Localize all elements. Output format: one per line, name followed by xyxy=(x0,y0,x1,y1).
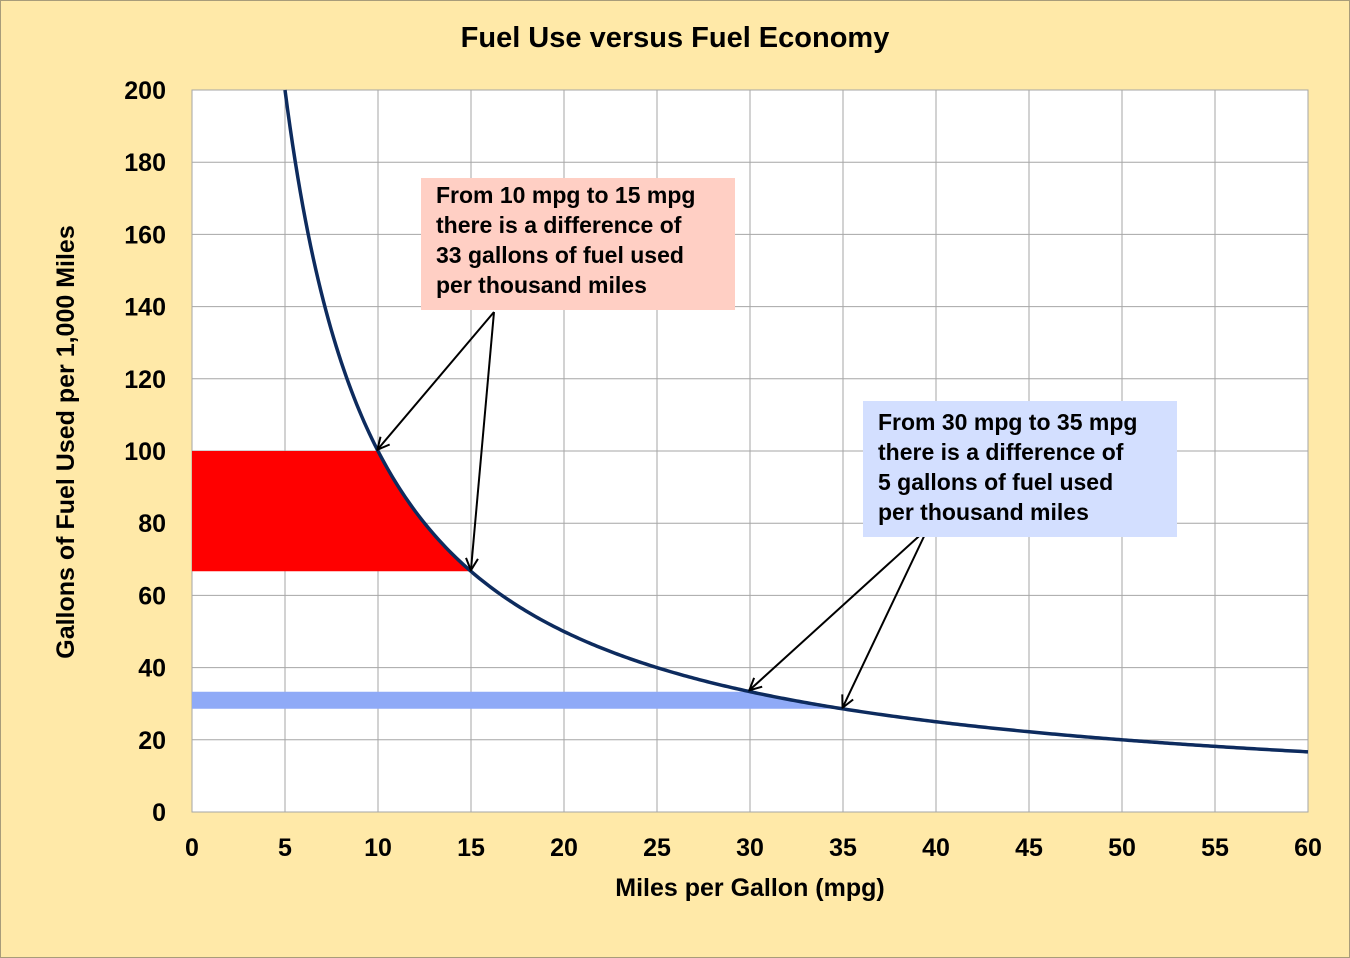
annotation-30-35-mpg: From 30 mpg to 35 mpg there is a differe… xyxy=(863,401,1177,537)
annotation-line: per thousand miles xyxy=(878,499,1089,525)
y-tick-label: 180 xyxy=(124,149,166,177)
y-tick-label: 20 xyxy=(138,727,166,755)
x-tick-label: 0 xyxy=(185,834,199,862)
y-tick-label: 160 xyxy=(124,221,166,249)
annotation-line: there is a difference of xyxy=(878,439,1124,465)
annotation-arrow xyxy=(378,311,495,449)
fuel-use-curve xyxy=(283,89,1309,754)
x-tick-label: 40 xyxy=(922,834,950,862)
y-tick-label: 140 xyxy=(124,294,166,322)
x-tick-label: 35 xyxy=(829,834,857,862)
y-tick-label: 200 xyxy=(124,77,166,105)
annotation-line: From 30 mpg to 35 mpg xyxy=(878,409,1138,435)
y-tick-label: 120 xyxy=(124,366,166,394)
x-tick-label: 30 xyxy=(736,834,764,862)
annotation-line: there is a difference of xyxy=(436,212,682,238)
y-tick-label: 100 xyxy=(124,438,166,466)
x-tick-label: 20 xyxy=(550,834,578,862)
chart-title: Fuel Use versus Fuel Economy xyxy=(461,22,890,54)
x-tick-label: 60 xyxy=(1294,834,1322,862)
annotation-arrows xyxy=(378,311,929,707)
x-tick-label: 45 xyxy=(1015,834,1043,862)
x-tick-label: 10 xyxy=(364,834,392,862)
band-30-to-35-mpg xyxy=(192,691,843,709)
x-tick-label: 50 xyxy=(1108,834,1136,862)
annotation-line: 5 gallons of fuel used xyxy=(878,469,1114,495)
y-tick-label: 60 xyxy=(138,582,166,610)
y-tick-label: 80 xyxy=(138,510,166,538)
x-tick-label: 15 xyxy=(457,834,485,862)
x-axis-label: Miles per Gallon (mpg) xyxy=(615,874,884,902)
annotation-line: From 10 mpg to 15 mpg xyxy=(436,182,696,208)
tick-labels: 0 5 10 15 20 25 30 35 40 45 50 55 60 0 20 40 60 80 100 120 1… xyxy=(124,77,1322,862)
annotation-10-15-mpg: From 10 mpg to 15 mpg there is a differe… xyxy=(421,178,735,310)
y-axis-label: Gallons of Fuel Used per 1,000 Miles xyxy=(52,225,80,658)
x-tick-label: 55 xyxy=(1201,834,1229,862)
y-tick-label: 40 xyxy=(138,655,166,683)
series-layer xyxy=(283,89,1309,754)
difference-bands xyxy=(192,451,843,709)
annotation-line: 33 gallons of fuel used xyxy=(436,242,684,268)
x-tick-label: 5 xyxy=(278,834,292,862)
annotation-arrow xyxy=(471,311,495,569)
x-tick-label: 25 xyxy=(643,834,671,862)
annotation-line: per thousand miles xyxy=(436,272,647,298)
annotation-arrow xyxy=(843,527,929,707)
y-tick-label: 0 xyxy=(152,799,166,827)
annotation-arrow xyxy=(750,527,929,690)
band-10-to-15-mpg xyxy=(192,451,471,572)
